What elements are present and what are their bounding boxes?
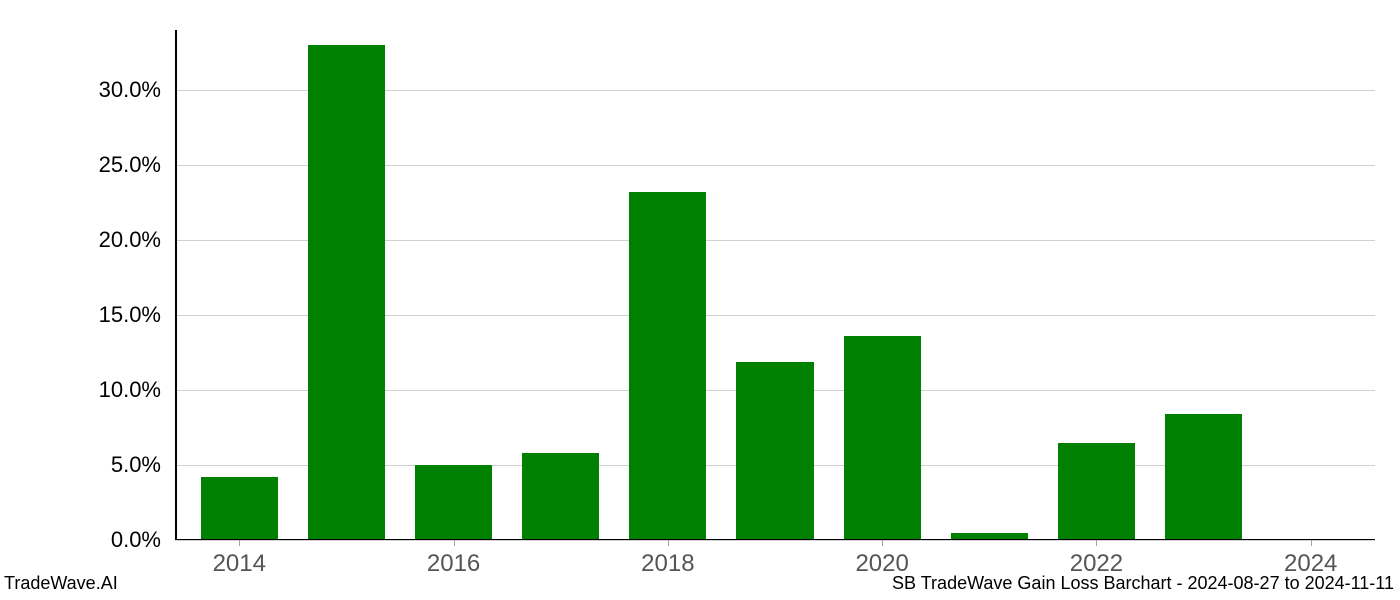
- x-tick-mark: [239, 540, 240, 546]
- footer-branding: TradeWave.AI: [4, 573, 118, 594]
- x-tick-label: 2018: [641, 550, 694, 578]
- bar: [629, 192, 706, 540]
- x-tick-label: 2014: [213, 550, 266, 578]
- plot-area: 0.0%5.0%10.0%15.0%20.0%25.0%30.0%2014201…: [175, 30, 1375, 540]
- bar: [308, 45, 385, 540]
- x-tick-mark: [1311, 540, 1312, 546]
- bar: [844, 336, 921, 540]
- x-axis-line: [175, 539, 1375, 541]
- bar: [736, 362, 813, 541]
- bar: [1165, 414, 1242, 540]
- bar: [415, 465, 492, 540]
- y-axis-line: [175, 30, 177, 540]
- x-tick-mark: [1096, 540, 1097, 546]
- y-tick-label: 25.0%: [11, 152, 161, 178]
- x-tick-mark: [668, 540, 669, 546]
- grid-line: [175, 540, 1375, 541]
- gain-loss-barchart: 0.0% 5.0% 10.0% 15.0% 20.0% 25.0% 30.0% 2014 201…: [0, 0, 1400, 600]
- y-tick-label: 0.0%: [11, 527, 161, 553]
- y-tick-label: 20.0%: [11, 227, 161, 253]
- bar: [1058, 443, 1135, 541]
- y-tick-label: 30.0%: [11, 77, 161, 103]
- bar: [522, 453, 599, 540]
- y-tick-label: 15.0%: [11, 302, 161, 328]
- y-tick-label: 5.0%: [11, 452, 161, 478]
- x-tick-label: 2016: [427, 550, 480, 578]
- bar: [201, 477, 278, 540]
- x-tick-mark: [882, 540, 883, 546]
- y-tick-label: 10.0%: [11, 377, 161, 403]
- x-tick-mark: [454, 540, 455, 546]
- footer-caption: SB TradeWave Gain Loss Barchart - 2024-0…: [892, 573, 1394, 594]
